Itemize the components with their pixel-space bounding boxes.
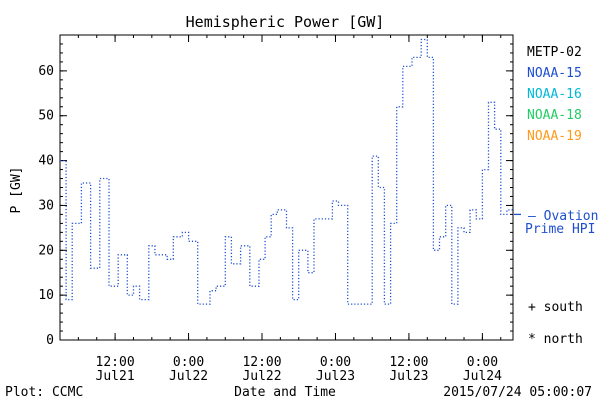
y-tick-label: 30 [38,198,54,213]
ovation-label-line1: — Ovation [528,209,598,224]
y-tick-label: 40 [38,154,54,169]
x-tick-label-time: 0:00 [173,355,204,370]
ovation-label-line2: Prime HPI [525,222,595,237]
legend-entry: NOAA-15 [527,66,582,81]
series-line-noaa-15 [60,38,513,305]
marker-north-label: * north [528,332,583,347]
plot-area: 010203040506012:00Jul210:00Jul2212:00Jul… [38,34,521,384]
y-tick-label: 50 [38,109,54,124]
x-tick-label-time: 0:00 [467,355,498,370]
x-tick-label-date: Jul23 [389,369,428,384]
footer-timestamp: 2015/07/24 05:00:07 [443,385,592,400]
x-axis-label: Date and Time [234,385,336,400]
legend-entry: NOAA-19 [527,129,582,144]
legend-entry: METP-02 [527,45,582,60]
satellite-legend: METP-02 NOAA-15 NOAA-16 NOAA-18 NOAA-19 [527,45,582,144]
x-tick-label-date: Jul22 [169,369,208,384]
y-tick-label: 10 [38,288,54,303]
x-tick-label-time: 12:00 [96,355,135,370]
x-tick-label-time: 0:00 [320,355,351,370]
y-tick-label: 60 [38,64,54,79]
y-tick-label: 0 [46,333,54,348]
marker-south-label: + south [528,300,583,315]
legend-entry: NOAA-18 [527,108,582,123]
chart-title: Hemispheric Power [GW] [186,13,385,31]
y-axis-label: P [GW] [9,167,24,214]
x-tick-label-time: 12:00 [389,355,428,370]
x-tick-label-date: Jul21 [96,369,135,384]
legend-entry: NOAA-16 [527,87,582,102]
x-tick-label-time: 12:00 [242,355,281,370]
footer-source: Plot: CCMC [5,385,83,400]
x-tick-label-date: Jul23 [316,369,355,384]
x-tick-label-date: Jul22 [242,369,281,384]
x-tick-label-date: Jul24 [463,369,502,384]
y-tick-label: 20 [38,243,54,258]
